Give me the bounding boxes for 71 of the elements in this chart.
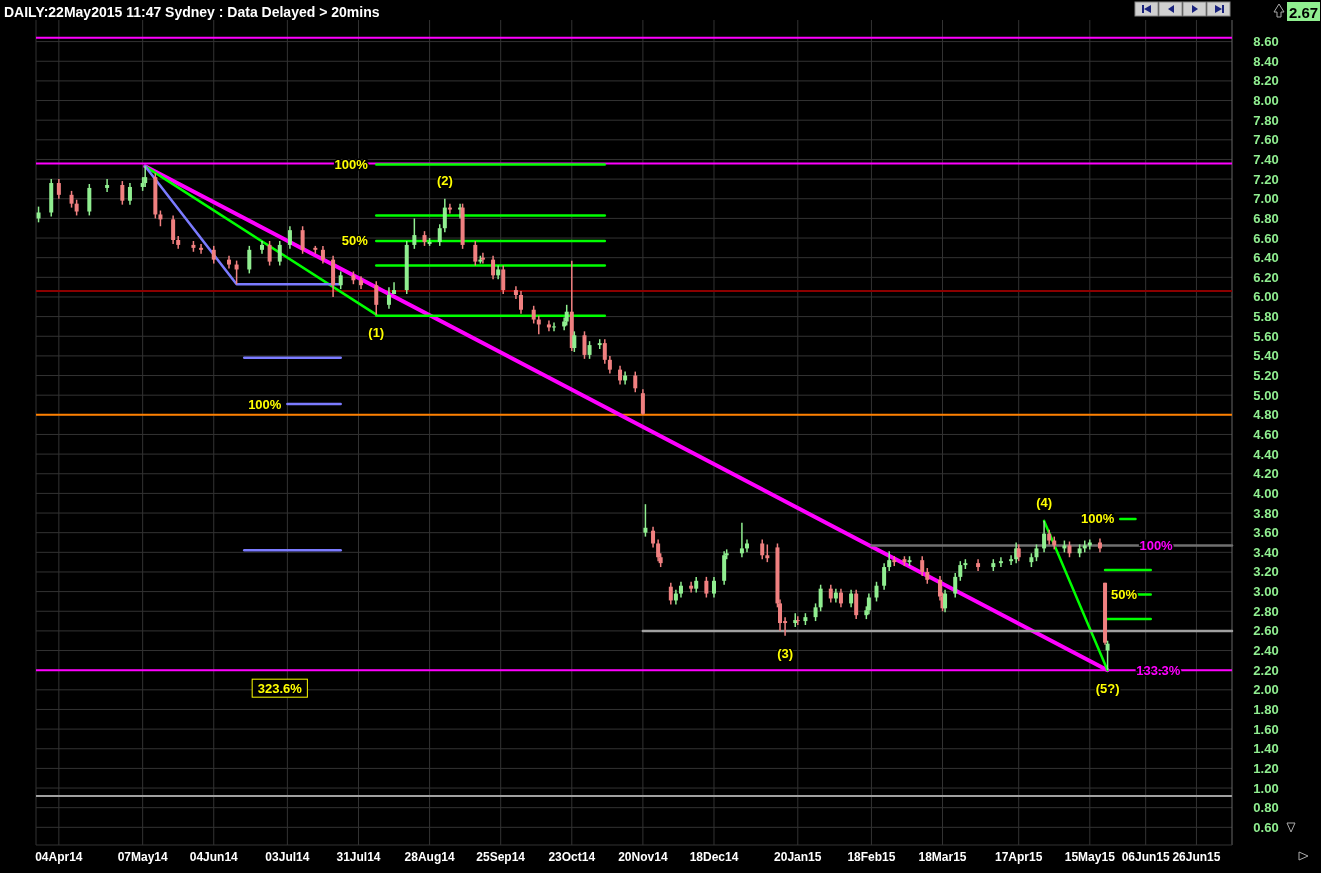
y-tick-label: 4.00 <box>1253 485 1279 501</box>
y-tick-label: 6.80 <box>1253 210 1279 226</box>
y-tick-label: 5.20 <box>1253 368 1279 384</box>
y-tick-label: 3.40 <box>1253 544 1279 560</box>
y-tick-label: 2.80 <box>1253 603 1279 619</box>
x-tick-label: 23Oct14 <box>548 850 596 864</box>
y-tick-label: 3.20 <box>1253 564 1279 580</box>
x-tick-label: 07May14 <box>117 850 168 864</box>
y-tick-label: 1.20 <box>1253 760 1279 776</box>
x-tick-label: 17Apr15 <box>995 850 1043 864</box>
y-tick-label: 3.80 <box>1253 505 1279 521</box>
y-tick-label: 2.60 <box>1253 623 1279 639</box>
y-tick-label: 8.60 <box>1253 34 1279 50</box>
y-tick-label: 8.40 <box>1253 53 1279 69</box>
y-tick-label: 7.00 <box>1253 191 1279 207</box>
annotation: 100% <box>248 396 282 412</box>
x-tick-label: 20Jan15 <box>774 850 822 864</box>
x-tick-label: 04Jun14 <box>189 850 239 864</box>
y-tick-label: 2.40 <box>1253 643 1279 659</box>
annotation: 50% <box>1111 587 1138 603</box>
y-tick-label: 6.60 <box>1253 230 1279 246</box>
x-tick-label: 18Dec14 <box>689 850 739 864</box>
y-tick-label: 7.80 <box>1253 112 1279 128</box>
y-tick-label: 3.60 <box>1253 525 1279 541</box>
y-tick-label: 3.00 <box>1253 584 1279 600</box>
annotation: (5?) <box>1095 680 1120 696</box>
y-tick-label: 4.20 <box>1253 466 1279 482</box>
x-tick-label: 28Aug14 <box>404 850 455 864</box>
y-tick-label: 7.60 <box>1253 132 1279 148</box>
annotation: (3) <box>777 646 794 662</box>
chart-title: DAILY:22May2015 11:47 Sydney : Data Delayed > 20mins <box>4 4 380 20</box>
y-tick-label: 8.20 <box>1253 73 1279 89</box>
x-tick-label: 15May15 <box>1064 850 1116 864</box>
y-tick-label: 1.60 <box>1253 721 1279 737</box>
y-tick-label: 6.00 <box>1253 289 1279 305</box>
y-tick-label: 1.00 <box>1253 780 1279 796</box>
annotation: 50% <box>341 233 369 249</box>
y-tick-label: 5.80 <box>1253 309 1279 325</box>
y-tick-label: 2.20 <box>1253 662 1279 678</box>
y-tick-label: 5.40 <box>1253 348 1279 364</box>
y-tick-label: 4.60 <box>1253 426 1279 442</box>
y-tick-label: 1.80 <box>1253 701 1279 717</box>
y-tick-label: 1.40 <box>1253 741 1279 757</box>
y-tick-label: 5.60 <box>1253 328 1279 344</box>
y-tick-label: 4.80 <box>1253 407 1279 423</box>
annotation: 323.6% <box>257 680 303 696</box>
x-tick-label: 26Jun15 <box>1172 850 1221 864</box>
y-tick-label: 5.00 <box>1253 387 1279 403</box>
x-tick-label: 03Jul14 <box>265 850 310 864</box>
y-tick-label: 7.40 <box>1253 151 1279 167</box>
x-tick-label: 31Jul14 <box>336 850 381 864</box>
y-tick-label: 6.20 <box>1253 269 1279 285</box>
y-tick-label: 0.80 <box>1253 800 1279 816</box>
y-tick-label: 8.00 <box>1253 93 1279 109</box>
annotation: 100% <box>1139 537 1174 553</box>
x-tick-label: 04Apr14 <box>35 850 83 864</box>
y-tick-label: 0.60 <box>1253 819 1279 835</box>
y-tick-label: 4.40 <box>1253 446 1279 462</box>
annotation: (1) <box>368 325 385 341</box>
x-tick-label: 06Jun15 <box>1121 850 1170 864</box>
y-tick-label: 7.20 <box>1253 171 1279 187</box>
y-tick-label: 6.40 <box>1253 250 1279 266</box>
x-tick-label: 20Nov14 <box>618 850 668 864</box>
annotation: (4) <box>1036 495 1053 511</box>
text: 2.67 <box>1288 3 1319 21</box>
y-tick-label: 2.00 <box>1253 682 1279 698</box>
annotation: 100% <box>1081 511 1115 527</box>
annotation: (2) <box>436 173 453 189</box>
x-tick-label: 18Feb15 <box>847 850 896 864</box>
x-tick-label: 25Sep14 <box>476 850 526 864</box>
x-tick-label: 18Mar15 <box>918 850 967 864</box>
